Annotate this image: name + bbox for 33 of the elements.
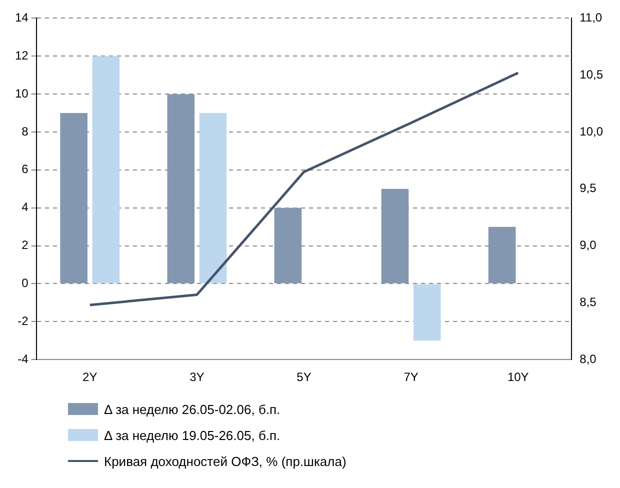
y-tick-label: 4 xyxy=(22,200,29,214)
y-tick-label: -2 xyxy=(18,314,29,328)
x-tick-label: 3Y xyxy=(190,370,204,384)
bar xyxy=(413,284,441,341)
y2-tick-label: 11,0 xyxy=(580,10,602,25)
bar xyxy=(381,188,409,284)
y2-tick-label: 8,5 xyxy=(580,295,597,310)
y-tick-label: 0 xyxy=(22,276,29,290)
y2-tick-label: 10,0 xyxy=(580,124,604,138)
y2-tick-label: 9,5 xyxy=(580,181,597,196)
y-tick-label: 8 xyxy=(22,124,29,138)
legend-label: Δ за неделю 26.05-02.06, б.п. xyxy=(104,402,280,416)
y-tick-label: 2 xyxy=(22,238,29,252)
bar xyxy=(274,208,302,284)
y2-tick-label: 10,5 xyxy=(580,67,604,82)
y2-tick-label: 9,0 xyxy=(580,238,597,252)
y-tick-label: 10 xyxy=(14,86,29,100)
y2-tick-label: 8,0 xyxy=(580,352,597,366)
bar xyxy=(488,226,516,284)
y-tick-label: -4 xyxy=(18,352,29,366)
x-tick-label: 10Y xyxy=(507,370,529,384)
y-tick-label: 12 xyxy=(14,48,29,62)
bar xyxy=(60,113,88,284)
bar xyxy=(92,56,120,284)
bar xyxy=(167,94,195,284)
y-tick-label: 14 xyxy=(14,10,29,25)
legend-label: Кривая доходностей ОФЗ, % (пр.шкала) xyxy=(104,454,346,468)
x-tick-label: 2Y xyxy=(82,370,98,384)
bar xyxy=(199,113,227,284)
x-tick-label: 5Y xyxy=(296,370,312,384)
legend-label: Δ за неделю 19.05-26.05, б.п. xyxy=(104,428,280,442)
x-tick-label: 7Y xyxy=(404,370,418,384)
y-tick-label: 6 xyxy=(22,162,29,176)
